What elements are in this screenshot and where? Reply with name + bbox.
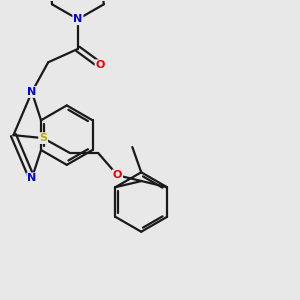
Text: O: O [113,170,122,180]
Text: N: N [73,14,83,24]
Text: N: N [27,87,37,97]
Text: N: N [27,173,37,183]
Text: S: S [39,133,47,143]
Text: O: O [95,60,105,70]
